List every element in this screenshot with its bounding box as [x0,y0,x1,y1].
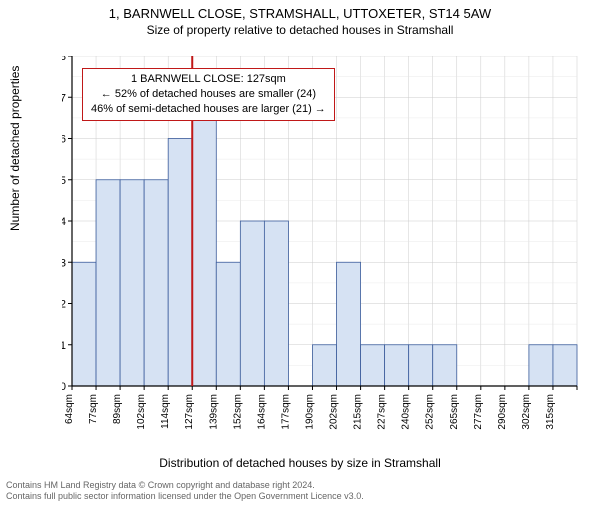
x-tick-label: 89sqm [112,394,123,424]
footer-attribution: Contains HM Land Registry data © Crown c… [6,480,364,502]
svg-text:2: 2 [62,299,66,311]
bar [144,180,168,386]
x-tick-label: 139sqm [208,394,219,430]
x-tick-label: 240sqm [401,394,412,430]
bar [96,180,120,386]
svg-text:5: 5 [62,175,66,187]
bar [409,345,433,386]
chart-title: 1, BARNWELL CLOSE, STRAMSHALL, UTTOXETER… [0,6,600,38]
bar [529,345,553,386]
x-tick-label: 227sqm [377,394,388,430]
info-line2: ← 52% of detached houses are smaller (24… [91,87,326,102]
svg-text:0: 0 [62,381,66,393]
x-tick-label: 215sqm [353,394,364,430]
bar [216,262,240,386]
x-tick-label: 202sqm [329,394,340,430]
svg-text:8: 8 [62,56,66,63]
bar [264,221,288,386]
bar [192,97,216,386]
x-tick-label: 265sqm [449,394,460,430]
svg-text:6: 6 [62,134,66,146]
x-tick-label: 190sqm [304,394,315,430]
bar [553,345,577,386]
footer-line2: Contains full public sector information … [6,491,364,502]
x-tick-label: 164sqm [256,394,267,430]
bar [240,221,264,386]
bar [120,180,144,386]
info-line3: 46% of semi-detached houses are larger (… [91,102,326,117]
bar [312,345,336,386]
chart-container: 1, BARNWELL CLOSE, STRAMSHALL, UTTOXETER… [0,6,600,506]
x-tick-label: 152sqm [232,394,243,430]
bar [361,345,385,386]
footer-line1: Contains HM Land Registry data © Crown c… [6,480,364,491]
x-tick-label: 252sqm [425,394,436,430]
x-tick-label: 127sqm [184,394,195,430]
svg-text:7: 7 [62,92,66,104]
x-tick-label: 277sqm [473,394,484,430]
svg-text:4: 4 [62,216,66,228]
x-tick-label: 64sqm [64,394,75,424]
x-tick-label: 77sqm [88,394,99,424]
y-axis-label: Number of detached properties [8,66,22,231]
x-tick-label: 114sqm [160,394,171,429]
bar [337,262,361,386]
x-tick-label: 290sqm [497,394,508,430]
x-axis-label: Distribution of detached houses by size … [0,456,600,470]
x-tick-label: 177sqm [280,394,291,430]
bar [72,262,96,386]
info-box: 1 BARNWELL CLOSE: 127sqm ← 52% of detach… [82,68,335,121]
bar [385,345,409,386]
x-tick-label: 315sqm [545,394,556,430]
info-line1: 1 BARNWELL CLOSE: 127sqm [91,72,326,87]
title-line2: Size of property relative to detached ho… [0,23,600,39]
svg-text:3: 3 [62,257,66,269]
x-tick-label: 302sqm [521,394,532,430]
svg-text:1: 1 [62,340,66,352]
title-line1: 1, BARNWELL CLOSE, STRAMSHALL, UTTOXETER… [0,6,600,23]
bar [433,345,457,386]
bar [168,139,192,387]
x-tick-label: 102sqm [136,394,147,430]
